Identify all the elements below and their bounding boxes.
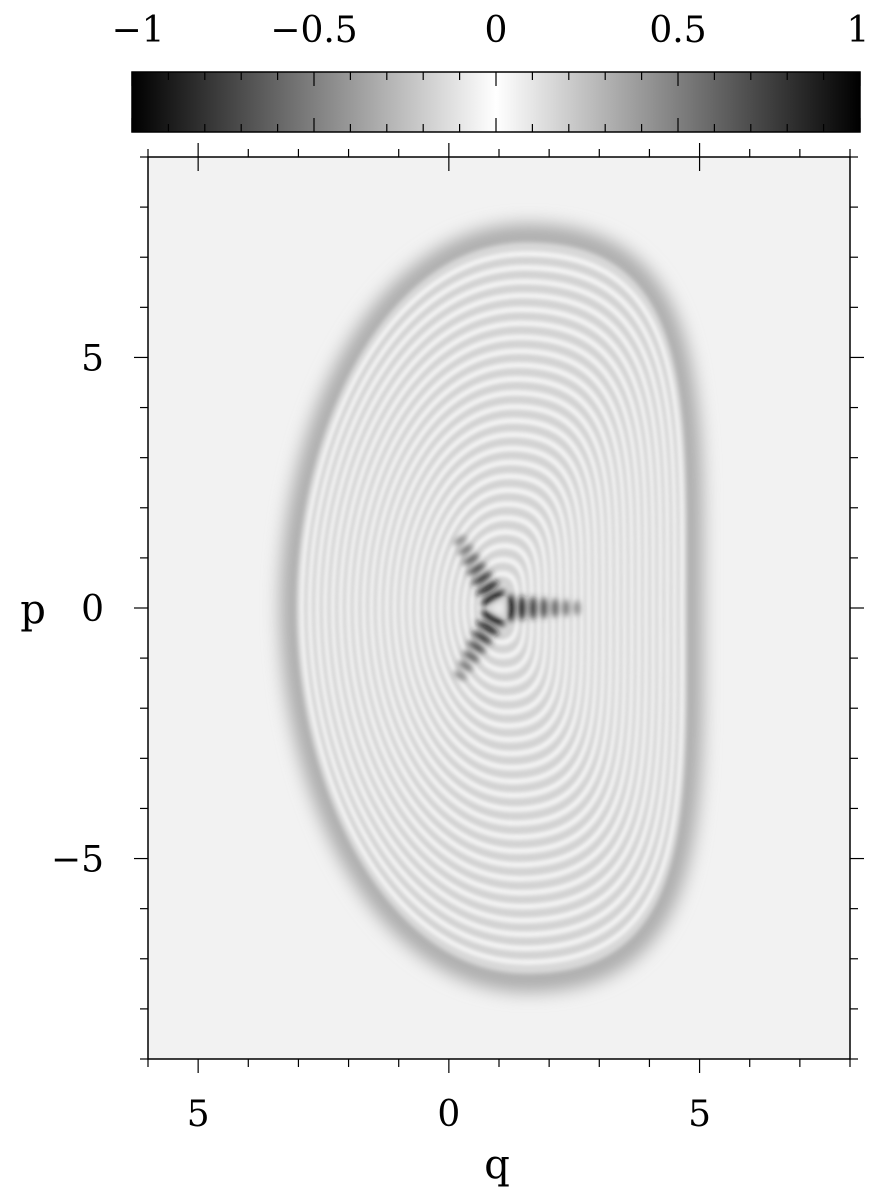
fringe-light [462, 543, 534, 673]
interference-stripe [562, 599, 570, 617]
fringe-dark [451, 523, 544, 693]
x-axis-label: q [484, 1142, 510, 1188]
interference-center [493, 602, 505, 614]
axis-tick-labels: 5 0 5 5 0 −5 [51, 338, 711, 1135]
fringe-dark [405, 440, 587, 776]
central-interference [453, 535, 581, 681]
fringe-light [339, 321, 648, 895]
fringe-light [439, 502, 555, 714]
fringe-dark [482, 579, 515, 637]
fringe-dark [312, 273, 672, 943]
fringe-light [447, 515, 548, 701]
fringe-dark [459, 537, 537, 679]
interference-lobe [507, 594, 581, 622]
fringe-light [470, 557, 526, 659]
fringe-dark [358, 356, 629, 860]
axis-ticks [134, 143, 864, 1073]
colorbar: −1 −0.5 0 0.5 1 [111, 10, 869, 133]
colorbar-tick-label: −1 [111, 10, 164, 51]
fringe-dark [389, 412, 601, 804]
interference-stripe [573, 600, 581, 616]
colorbar-tick-label: 1 [847, 10, 869, 51]
fringe-dark [443, 509, 551, 707]
fringe-dark [335, 314, 651, 902]
colorbar-tick-label: 0 [485, 10, 508, 51]
y-tick-label: 0 [81, 589, 104, 630]
outer-band [280, 224, 703, 992]
interference-stripe [540, 597, 548, 619]
fringe-light [308, 265, 677, 951]
interference-stripe [476, 620, 499, 635]
colorbar-tick-label: 0.5 [649, 10, 706, 51]
fringe-light [346, 335, 641, 881]
y-tick-label: 5 [81, 338, 104, 379]
interference-stripe [507, 594, 515, 622]
fringe-light [393, 418, 598, 798]
fringe-light [423, 474, 569, 742]
interference-lobe [453, 535, 506, 606]
interference-stripe [476, 581, 499, 596]
interference-stripe [551, 598, 559, 618]
fringe-dark [412, 453, 579, 763]
fringe-light [400, 432, 591, 784]
x-tick-label: 0 [437, 1094, 460, 1135]
fringe-light [431, 488, 562, 728]
interference-stripe [462, 650, 480, 663]
fringe-light [323, 293, 662, 923]
fringe-light [454, 529, 541, 687]
interference-stripe [480, 590, 506, 606]
fringe-dark [351, 342, 637, 874]
colorbar-tick-label: −0.5 [270, 10, 357, 51]
fringe-dark [328, 301, 658, 915]
fringe-dark [382, 398, 608, 818]
interference-stripe [457, 544, 474, 556]
interference-stripe [471, 630, 493, 644]
interference-stripe [529, 596, 537, 620]
fringe-light [362, 363, 626, 853]
fringe-light [369, 376, 619, 840]
fringe-light [331, 307, 655, 909]
interference-lobe [453, 610, 506, 681]
fringe-dark [397, 426, 594, 790]
interference-stripe [457, 660, 474, 672]
y-tick-label: −5 [51, 840, 104, 881]
interference-stripe [453, 670, 467, 681]
fringe-light [315, 279, 669, 937]
x-tick-label: 5 [688, 1094, 711, 1135]
fringe-dark [436, 495, 558, 721]
interference-stripe [453, 535, 467, 546]
interference-stripe [467, 640, 486, 653]
interference-stripe [462, 553, 480, 566]
interference-stripe [518, 595, 526, 621]
fringe-light [354, 349, 634, 867]
fringe-dark [320, 287, 665, 929]
fringe-dark [374, 384, 615, 832]
interference-stripe [480, 610, 506, 626]
interference-stripe [467, 563, 486, 576]
fringe-dark [305, 259, 679, 957]
fringe-light [408, 446, 584, 770]
colorbar-tick-labels: −1 −0.5 0 0.5 1 [111, 10, 869, 51]
fringe-dark [428, 481, 565, 735]
fringe-dark [420, 467, 572, 749]
fringe-dark [366, 370, 622, 846]
fringe-light [385, 404, 605, 812]
heatmap-plot: 5 0 5 5 0 −5 q p [20, 143, 864, 1188]
fringe-light [300, 251, 684, 965]
heatmap-field [280, 224, 703, 992]
fringe-light [377, 390, 612, 826]
x-tick-label: 5 [187, 1094, 210, 1135]
fringe-light [416, 460, 576, 756]
fringe-dark [343, 328, 644, 888]
y-axis-label: p [20, 587, 46, 633]
colorbar-ticks [131, 72, 861, 132]
interference-stripe [471, 572, 493, 586]
